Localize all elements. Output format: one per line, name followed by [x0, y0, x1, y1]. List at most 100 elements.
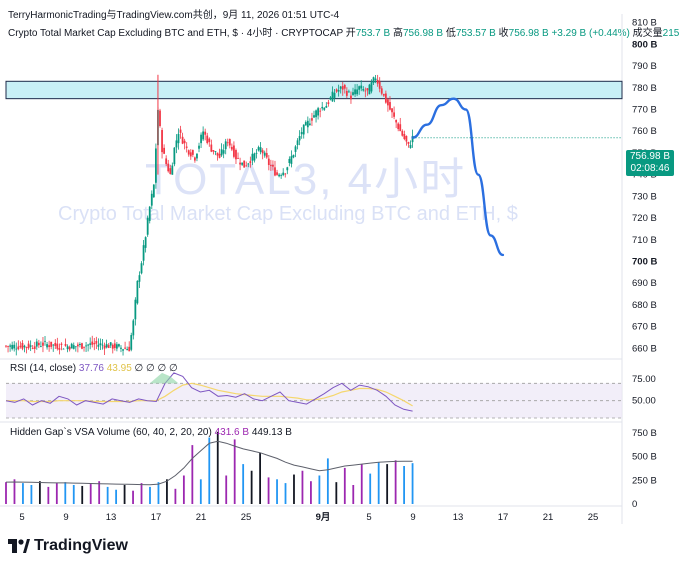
candle-body [196, 153, 198, 159]
tradingview-logo[interactable]: TradingView [8, 537, 128, 555]
price-axis-tick: 700 B [632, 256, 657, 267]
candle-body [76, 344, 79, 347]
candle-body [68, 347, 71, 350]
candle-body [387, 99, 389, 106]
candle-body [187, 150, 190, 155]
time-axis-tick: 5 [366, 512, 371, 523]
candle-body [399, 124, 402, 132]
price-axis-tick: 790 B [632, 61, 657, 72]
candle-body [255, 152, 258, 154]
volume-axis-tick: 750 B [632, 428, 657, 439]
volume-bar [369, 473, 372, 504]
volume-axis-tick: 500 B [632, 452, 657, 463]
candle-body [302, 124, 305, 135]
candle-body [132, 320, 135, 336]
candle-body [191, 150, 194, 155]
symbol-legend[interactable]: Crypto Total Market Cap Excluding BTC an… [8, 24, 680, 39]
candle-body [179, 129, 182, 133]
watermark-subtitle: Crypto Total Market Cap Excluding BTC an… [58, 203, 518, 225]
candle-body [341, 86, 344, 90]
candle-body [185, 146, 188, 148]
candle-body [35, 341, 38, 347]
candle-body [54, 342, 57, 346]
bar-countdown: 02:08:46 [630, 163, 670, 174]
candle-body [150, 193, 153, 206]
candle-body [42, 342, 44, 346]
candle-body [50, 341, 53, 347]
candle-body [142, 245, 145, 261]
vsa-legend[interactable]: Hidden Gap`s VSA Volume (60, 40, 2, 20, … [10, 427, 292, 438]
candle-body [138, 275, 141, 282]
candle-body [5, 345, 7, 347]
candle-body [389, 102, 391, 110]
candle-body [298, 136, 301, 141]
candle-body [21, 342, 24, 349]
candle-body [220, 149, 223, 156]
candle-body [278, 174, 280, 177]
time-axis-tick: 17 [151, 512, 162, 523]
candle-body [284, 173, 287, 175]
volume-bar [360, 464, 363, 504]
candle-body [109, 342, 112, 346]
volume-bar [106, 486, 109, 504]
low-value: 753.57 B [455, 28, 496, 39]
candle-body [200, 134, 202, 144]
candle-body [411, 135, 414, 143]
candle-body [391, 108, 393, 113]
candle-body [146, 217, 149, 235]
candle-body [52, 344, 55, 346]
price-axis-tick: 800 B [632, 39, 657, 50]
rsi-ma-line [6, 382, 413, 407]
volume-bar [318, 475, 321, 504]
time-axis-tick: 5 [19, 512, 24, 523]
volume-bar [13, 479, 16, 504]
candle-body [37, 342, 40, 346]
candle-body [27, 343, 30, 349]
volume-bar [233, 439, 236, 504]
candle-body [97, 344, 100, 347]
candle-body [70, 343, 73, 349]
candle-body [120, 347, 122, 349]
candle-body [253, 153, 256, 161]
time-axis-tick: 9 [63, 512, 68, 523]
candle-body [325, 105, 328, 108]
candle-body [354, 89, 356, 95]
publisher-header: TerryHarmonicTrading与TradingView.com共创，9… [8, 10, 340, 21]
candle-body [64, 343, 67, 346]
volume-bar [38, 481, 41, 504]
candle-body [128, 346, 131, 352]
volume-bar [208, 437, 211, 504]
candle-body [89, 343, 92, 345]
time-axis-tick: 21 [543, 512, 554, 523]
candle-body [15, 348, 18, 350]
candle-body [372, 77, 375, 83]
candle-body [167, 163, 170, 172]
candle-body [243, 160, 246, 168]
candle-body [308, 123, 311, 125]
candle-body [335, 89, 338, 92]
price-axis-tick: 760 B [632, 126, 657, 137]
candle-body [401, 130, 404, 136]
open-label: 开 [345, 28, 356, 39]
volume-bar [30, 485, 33, 504]
watermark-title: TOTAL3, 4小时 [145, 155, 467, 204]
candle-body [83, 346, 85, 348]
candle-body [261, 150, 264, 154]
rsi-legend[interactable]: RSI (14, close) 37.76 43.95 ∅ ∅ ∅ ∅ [10, 363, 178, 374]
candle-body [17, 346, 20, 350]
candle-body [222, 150, 225, 154]
volume-axis-tick: 250 B [632, 475, 657, 486]
candle-body [345, 90, 348, 96]
time-axis-tick: 13 [453, 512, 464, 523]
symbol-name: Crypto Total Market Cap Excluding BTC an… [8, 28, 343, 39]
candle-body [241, 162, 244, 165]
candle-body [216, 152, 219, 156]
candle-body [124, 347, 126, 349]
volume-bar [377, 462, 380, 504]
volume-bar [64, 482, 67, 504]
candle-body [56, 343, 59, 349]
candle-body [181, 136, 184, 144]
volume-bar [123, 485, 126, 504]
candle-body [25, 347, 28, 348]
